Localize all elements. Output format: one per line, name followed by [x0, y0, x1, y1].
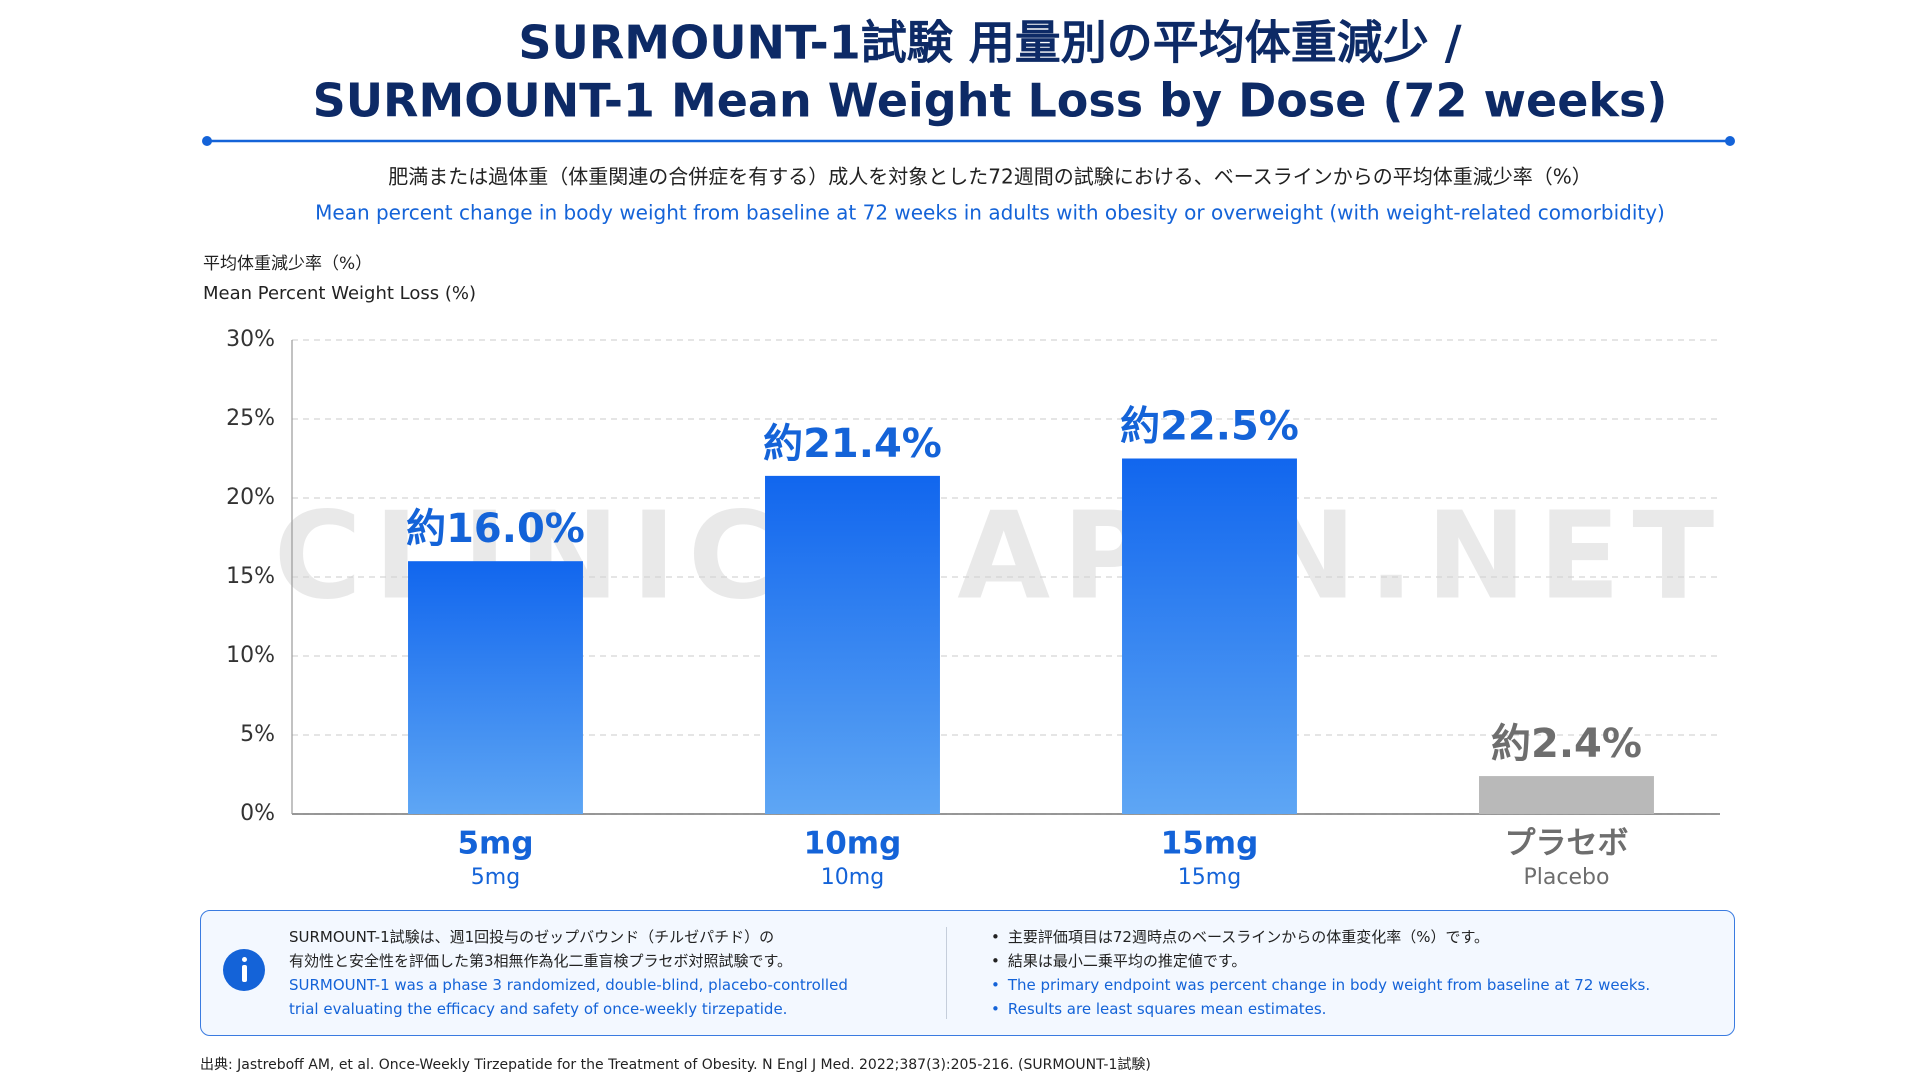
bar	[1479, 776, 1654, 814]
info-left: SURMOUNT-1試験は、週1回投与のゼップバウンド（チルゼパチド）の 有効性…	[289, 925, 939, 1021]
info-bullet: Results are least squares mean estimates…	[991, 997, 1721, 1021]
info-bullet: 結果は最小二乗平均の推定値です。	[991, 949, 1721, 973]
info-icon	[223, 949, 265, 991]
subtitle-ja: 肥満または過体重（体重関連の合併症を有する）成人を対象とした72週間の試験におけ…	[388, 165, 1591, 189]
y-tick-label: 0%	[240, 801, 275, 826]
x-tick-label: 5mg	[457, 826, 533, 862]
bar	[765, 475, 940, 814]
divider	[946, 927, 947, 1019]
info-text: trial evaluating the efficacy and safety…	[289, 1000, 788, 1018]
info-bullet: 主要評価項目は72週時点のベースラインからの体重変化率（%）です。	[991, 925, 1721, 949]
x-tick-sublabel: 15mg	[1178, 865, 1241, 890]
info-text: SURMOUNT-1 was a phase 3 randomized, dou…	[289, 976, 848, 994]
source: 出典: Jastreboff AM, et al. Once-Weekly Ti…	[200, 1057, 1151, 1073]
value-label: 約2.4%	[1491, 721, 1642, 767]
info-text: SURMOUNT-1試験は、週1回投与のゼップバウンド（チルゼパチド）の	[289, 928, 775, 946]
x-tick-label: 10mg	[804, 826, 902, 862]
value-label: 約22.5%	[1120, 404, 1299, 450]
x-tick-label: 15mg	[1161, 826, 1259, 862]
x-tick-sublabel: 5mg	[471, 865, 520, 890]
y-tick-label: 15%	[226, 564, 275, 589]
subtitle-en: Mean percent change in body weight from …	[315, 201, 1665, 225]
info-text: 有効性と安全性を評価した第3相無作為化二重盲検プラセボ対照試験です。	[289, 952, 793, 970]
bar	[1122, 458, 1297, 814]
value-label: 約16.0%	[406, 506, 585, 552]
y-tick-label: 10%	[226, 643, 275, 668]
rule-dot	[202, 136, 212, 146]
y-tick-label: 20%	[226, 485, 275, 510]
info-bullet: The primary endpoint was percent change …	[991, 973, 1721, 997]
x-tick-label: プラセボ	[1504, 826, 1628, 862]
info-box: SURMOUNT-1試験は、週1回投与のゼップバウンド（チルゼパチド）の 有効性…	[200, 910, 1735, 1036]
chart: SURMOUNT-1試験 用量別の平均体重減少 / SURMOUNT-1 Mea…	[202, 16, 1735, 890]
y-tick-label: 30%	[226, 327, 275, 352]
x-tick-sublabel: 10mg	[821, 865, 884, 890]
bar	[408, 561, 583, 814]
y-axis-label-en: Mean Percent Weight Loss (%)	[203, 283, 476, 304]
info-right: 主要評価項目は72週時点のベースラインからの体重変化率（%）です。 結果は最小二…	[991, 925, 1721, 1021]
y-axis-label-ja: 平均体重減少率（%）	[203, 254, 372, 274]
rule-dot	[1725, 136, 1735, 146]
title-line: SURMOUNT-1試験 用量別の平均体重減少 /	[518, 16, 1461, 70]
title-line: SURMOUNT-1 Mean Weight Loss by Dose (72 …	[313, 74, 1668, 128]
y-tick-label: 25%	[226, 406, 275, 431]
x-tick-sublabel: Placebo	[1524, 865, 1610, 890]
value-label: 約21.4%	[763, 421, 942, 467]
y-tick-label: 5%	[240, 722, 275, 747]
